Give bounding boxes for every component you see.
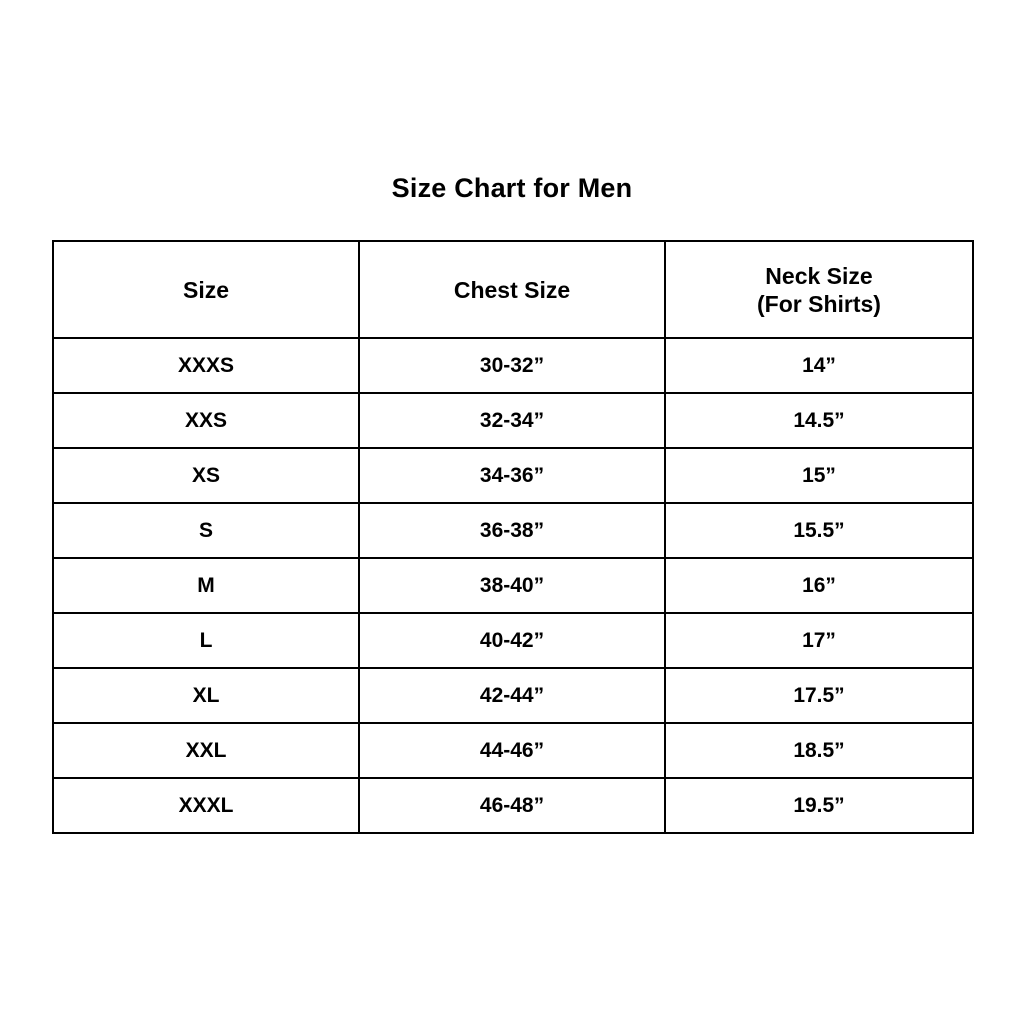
cell-neck-size: 19.5” bbox=[664, 777, 974, 834]
cell-neck-size: 14.5” bbox=[664, 392, 974, 449]
cell-chest-size: 36-38” bbox=[358, 502, 666, 559]
cell-size: L bbox=[52, 612, 360, 669]
cell-chest-size: 34-36” bbox=[358, 447, 666, 504]
table-row: XXXS 30-32” 14” bbox=[52, 337, 974, 394]
cell-neck-size: 17.5” bbox=[664, 667, 974, 724]
cell-chest-size: 40-42” bbox=[358, 612, 666, 669]
cell-size: XXS bbox=[52, 392, 360, 449]
table-header: Size Chest Size Neck Size (For Shirts) bbox=[52, 240, 974, 339]
table-header-row: Size Chest Size Neck Size (For Shirts) bbox=[52, 240, 974, 339]
table-row: XXS 32-34” 14.5” bbox=[52, 392, 974, 449]
cell-chest-size: 30-32” bbox=[358, 337, 666, 394]
cell-chest-size: 44-46” bbox=[358, 722, 666, 779]
column-header-chest-size: Chest Size bbox=[358, 240, 666, 339]
page-title: Size Chart for Men bbox=[391, 173, 633, 203]
size-chart-table: Size Chest Size Neck Size (For Shirts) X… bbox=[52, 240, 974, 834]
table-row: XXXL 46-48” 19.5” bbox=[52, 777, 974, 834]
cell-size: XXXS bbox=[52, 337, 360, 394]
cell-size: S bbox=[52, 502, 360, 559]
cell-chest-size: 42-44” bbox=[358, 667, 666, 724]
table-body: XXXS 30-32” 14” XXS 32-34” 14.5” XS 34-36” 15” S 3… bbox=[52, 337, 974, 834]
cell-chest-size: 38-40” bbox=[358, 557, 666, 614]
column-header-size: Size bbox=[52, 240, 360, 339]
cell-neck-size: 16” bbox=[664, 557, 974, 614]
cell-size: XS bbox=[52, 447, 360, 504]
table-row: L 40-42” 17” bbox=[52, 612, 974, 669]
cell-neck-size: 18.5” bbox=[664, 722, 974, 779]
cell-neck-size: 17” bbox=[664, 612, 974, 669]
cell-size: XL bbox=[52, 667, 360, 724]
table-row: XS 34-36” 15” bbox=[52, 447, 974, 504]
column-header-neck-size: Neck Size (For Shirts) bbox=[664, 240, 974, 339]
table-row: S 36-38” 15.5” bbox=[52, 502, 974, 559]
cell-neck-size: 15” bbox=[664, 447, 974, 504]
table-row: XXL 44-46” 18.5” bbox=[52, 722, 974, 779]
cell-size: XXXL bbox=[52, 777, 360, 834]
column-header-neck-size-sublabel: (For Shirts) bbox=[757, 290, 881, 317]
cell-size: M bbox=[52, 557, 360, 614]
table-row: M 38-40” 16” bbox=[52, 557, 974, 614]
cell-neck-size: 15.5” bbox=[664, 502, 974, 559]
cell-neck-size: 14” bbox=[664, 337, 974, 394]
table-row: XL 42-44” 17.5” bbox=[52, 667, 974, 724]
column-header-neck-size-label: Neck Size bbox=[765, 262, 873, 289]
cell-chest-size: 32-34” bbox=[358, 392, 666, 449]
cell-chest-size: 46-48” bbox=[358, 777, 666, 834]
cell-size: XXL bbox=[52, 722, 360, 779]
